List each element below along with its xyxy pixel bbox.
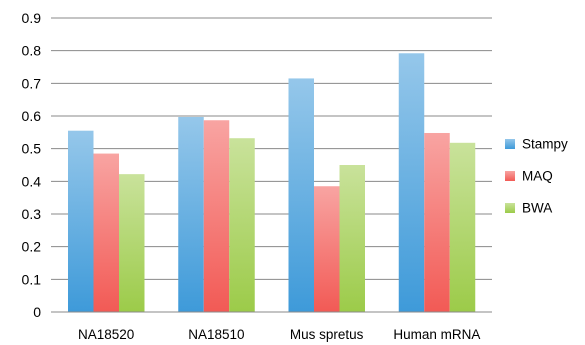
bar-bwa-na18520: [119, 174, 145, 312]
x-category-label: Mus spretus: [290, 327, 364, 342]
bar-stampy-na18510: [178, 116, 204, 312]
y-tick-label: 0.8: [22, 43, 42, 59]
bar-maq-human-mrna: [424, 132, 450, 312]
x-category-label: NA18520: [78, 327, 134, 342]
bar-maq-na18520: [93, 153, 119, 312]
bars: [68, 53, 476, 312]
bar-bwa-mus-spretus: [339, 165, 365, 312]
y-tick-label: 0.1: [22, 271, 42, 287]
x-axis-labels: NA18520 NA18510 Mus spretus Human mRNA: [78, 327, 480, 342]
bar-maq-na18510: [203, 120, 230, 312]
y-tick-label: 0.6: [22, 108, 42, 124]
bar-stampy-human-mrna: [398, 53, 425, 312]
x-category-label: NA18510: [188, 327, 244, 342]
y-tick-label: 0.2: [22, 239, 42, 255]
legend-label-maq: MAQ: [522, 169, 553, 184]
bar-bwa-human-mrna: [449, 142, 476, 312]
y-tick-label: 0.3: [22, 206, 42, 222]
y-tick-label: 0.4: [22, 173, 42, 189]
legend-label-bwa: BWA: [522, 201, 552, 216]
legend-label-stampy: Stampy: [522, 137, 568, 152]
y-axis-ticks: 0 0.1 0.2 0.3 0.4 0.5 0.6 0.7 0.8 0.9: [22, 10, 42, 320]
bar-stampy-na18520: [68, 130, 94, 312]
y-tick-label: 0: [33, 304, 41, 320]
legend-swatch-maq: [505, 171, 515, 181]
legend: Stampy MAQ BWA: [505, 137, 568, 216]
y-tick-label: 0.9: [22, 10, 42, 26]
bar-stampy-mus-spretus: [288, 78, 314, 312]
legend-swatch-bwa: [505, 203, 515, 213]
bar-maq-mus-spretus: [314, 186, 340, 312]
legend-swatch-stampy: [505, 139, 515, 149]
x-category-label: Human mRNA: [393, 327, 480, 342]
y-tick-label: 0.7: [22, 75, 42, 91]
y-tick-label: 0.5: [22, 141, 42, 157]
bar-bwa-na18510: [229, 138, 255, 312]
